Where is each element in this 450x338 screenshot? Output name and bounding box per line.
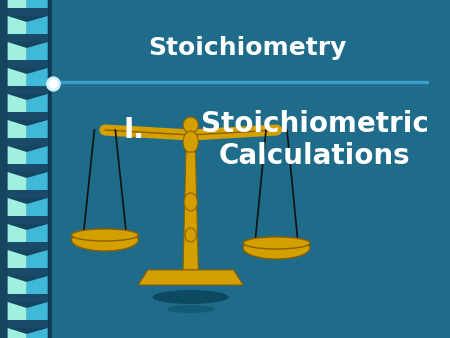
Ellipse shape	[243, 237, 310, 259]
Polygon shape	[8, 112, 48, 120]
Polygon shape	[8, 224, 27, 248]
Polygon shape	[27, 146, 48, 170]
Polygon shape	[8, 242, 48, 250]
FancyBboxPatch shape	[48, 0, 51, 338]
Polygon shape	[8, 164, 48, 172]
Polygon shape	[8, 34, 48, 42]
Polygon shape	[8, 94, 27, 118]
Polygon shape	[27, 16, 48, 40]
Polygon shape	[27, 94, 48, 118]
Polygon shape	[8, 68, 27, 92]
Polygon shape	[8, 138, 48, 146]
Polygon shape	[138, 270, 243, 285]
Polygon shape	[8, 146, 27, 170]
Polygon shape	[8, 172, 27, 196]
Polygon shape	[8, 276, 27, 300]
Polygon shape	[8, 86, 48, 94]
Polygon shape	[8, 320, 48, 328]
Polygon shape	[8, 42, 27, 66]
Polygon shape	[8, 190, 48, 198]
Polygon shape	[8, 16, 27, 40]
Polygon shape	[8, 294, 48, 302]
Polygon shape	[27, 42, 48, 66]
Polygon shape	[8, 302, 27, 326]
Circle shape	[50, 80, 57, 88]
Circle shape	[183, 117, 198, 133]
Ellipse shape	[72, 229, 138, 251]
Polygon shape	[8, 268, 48, 276]
Polygon shape	[27, 172, 48, 196]
Polygon shape	[8, 328, 27, 338]
Polygon shape	[27, 0, 48, 14]
Ellipse shape	[184, 193, 198, 211]
Text: I.: I.	[123, 116, 144, 144]
Polygon shape	[27, 328, 48, 338]
Polygon shape	[27, 198, 48, 222]
FancyBboxPatch shape	[0, 0, 53, 338]
Polygon shape	[27, 224, 48, 248]
Ellipse shape	[72, 229, 138, 241]
Polygon shape	[8, 250, 27, 274]
Text: Stoichiometric
Calculations: Stoichiometric Calculations	[201, 110, 428, 170]
Polygon shape	[8, 0, 27, 14]
Polygon shape	[27, 276, 48, 300]
Ellipse shape	[153, 290, 229, 304]
Polygon shape	[27, 250, 48, 274]
Ellipse shape	[243, 237, 310, 249]
Circle shape	[47, 77, 60, 91]
Polygon shape	[8, 120, 27, 144]
Polygon shape	[183, 152, 198, 270]
Polygon shape	[27, 120, 48, 144]
Ellipse shape	[185, 228, 196, 242]
Polygon shape	[8, 216, 48, 224]
Ellipse shape	[183, 131, 198, 153]
Ellipse shape	[167, 305, 215, 313]
Polygon shape	[8, 198, 27, 222]
Polygon shape	[27, 302, 48, 326]
Polygon shape	[27, 68, 48, 92]
Polygon shape	[8, 60, 48, 68]
Polygon shape	[8, 8, 48, 16]
Text: Stoichiometry: Stoichiometry	[148, 36, 347, 60]
